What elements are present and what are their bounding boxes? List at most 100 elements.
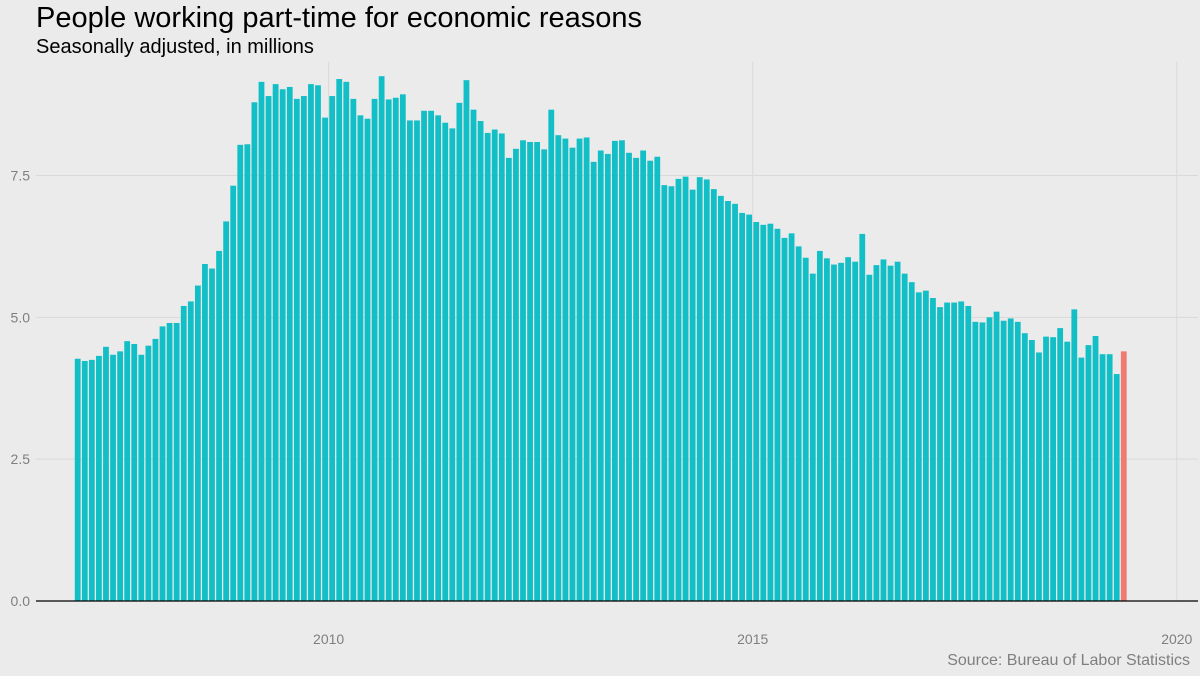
bar (124, 341, 131, 601)
bar (187, 301, 194, 601)
bar (428, 110, 435, 601)
bar (1021, 333, 1028, 601)
bar (1092, 336, 1099, 601)
bar (505, 157, 512, 602)
bar (852, 261, 859, 601)
bar (173, 322, 180, 601)
bar (576, 138, 583, 602)
bar (286, 86, 293, 601)
bar (1050, 337, 1057, 601)
bar (230, 185, 237, 601)
bar (180, 305, 187, 601)
bar (131, 343, 138, 601)
bar (209, 268, 215, 601)
bar (887, 265, 894, 601)
bar (675, 178, 682, 601)
bar (216, 250, 222, 601)
bar (590, 161, 597, 601)
bar (979, 322, 986, 601)
bar (541, 149, 548, 601)
x-tick-label: 2020 (1161, 631, 1192, 647)
bar (407, 120, 413, 601)
bar (194, 285, 201, 601)
bar (640, 150, 647, 602)
bar (710, 189, 717, 602)
bar (682, 176, 689, 602)
bar (159, 326, 166, 601)
bar (824, 258, 830, 601)
bar (350, 98, 357, 602)
bar (1029, 340, 1035, 601)
bar (937, 307, 943, 601)
bar (329, 96, 336, 601)
bar (463, 80, 470, 602)
bar (802, 257, 809, 601)
x-tick-label: 2015 (737, 631, 768, 647)
bar (477, 121, 484, 601)
bar (166, 322, 173, 601)
bar (1099, 354, 1106, 601)
bar (569, 147, 576, 601)
bar (1043, 336, 1049, 601)
bar (251, 102, 258, 602)
bar (746, 214, 753, 601)
bar (944, 302, 950, 601)
bar (689, 189, 696, 601)
y-tick-label: 5.0 (11, 309, 31, 325)
bar (873, 265, 880, 601)
bar (392, 97, 399, 602)
bar (378, 76, 385, 602)
bar (831, 264, 837, 601)
bar (300, 96, 307, 601)
bar (597, 150, 604, 602)
bar (442, 122, 449, 601)
bar (491, 129, 498, 601)
bar (244, 144, 251, 601)
bar (336, 79, 343, 601)
bar (1106, 354, 1113, 601)
bar (633, 157, 639, 602)
bar (81, 361, 88, 601)
bar (1078, 357, 1085, 601)
bar (774, 228, 781, 601)
bar (513, 148, 519, 601)
bar (534, 141, 541, 601)
bar (647, 160, 654, 601)
bar (117, 351, 124, 601)
bar (838, 262, 844, 601)
bar (1014, 321, 1021, 601)
bar (958, 301, 965, 601)
bar (1071, 309, 1078, 601)
bar (1113, 374, 1120, 601)
bar (258, 81, 265, 601)
bar (626, 152, 632, 602)
bar (816, 250, 823, 601)
bar (343, 81, 350, 601)
bar (470, 109, 477, 602)
chart-subtitle: Seasonally adjusted, in millions (36, 36, 314, 58)
bar (279, 89, 286, 602)
bar (922, 290, 929, 601)
bar (760, 224, 767, 602)
bars (74, 76, 1127, 602)
bar (661, 185, 668, 601)
bar (1036, 352, 1042, 601)
bar (753, 221, 760, 601)
bar (308, 84, 314, 601)
bar (315, 85, 321, 602)
bar (901, 273, 908, 601)
bar (739, 212, 746, 602)
bar (859, 233, 866, 601)
bar (202, 263, 208, 601)
bar (718, 195, 724, 602)
bar (732, 203, 738, 601)
bar (725, 201, 731, 602)
bar (223, 221, 230, 601)
y-tick-label: 2.5 (11, 451, 31, 467)
bar (845, 257, 852, 601)
bar (548, 109, 555, 602)
bar (788, 233, 795, 601)
bar (696, 177, 703, 602)
bar (583, 137, 590, 601)
bar (965, 305, 972, 601)
